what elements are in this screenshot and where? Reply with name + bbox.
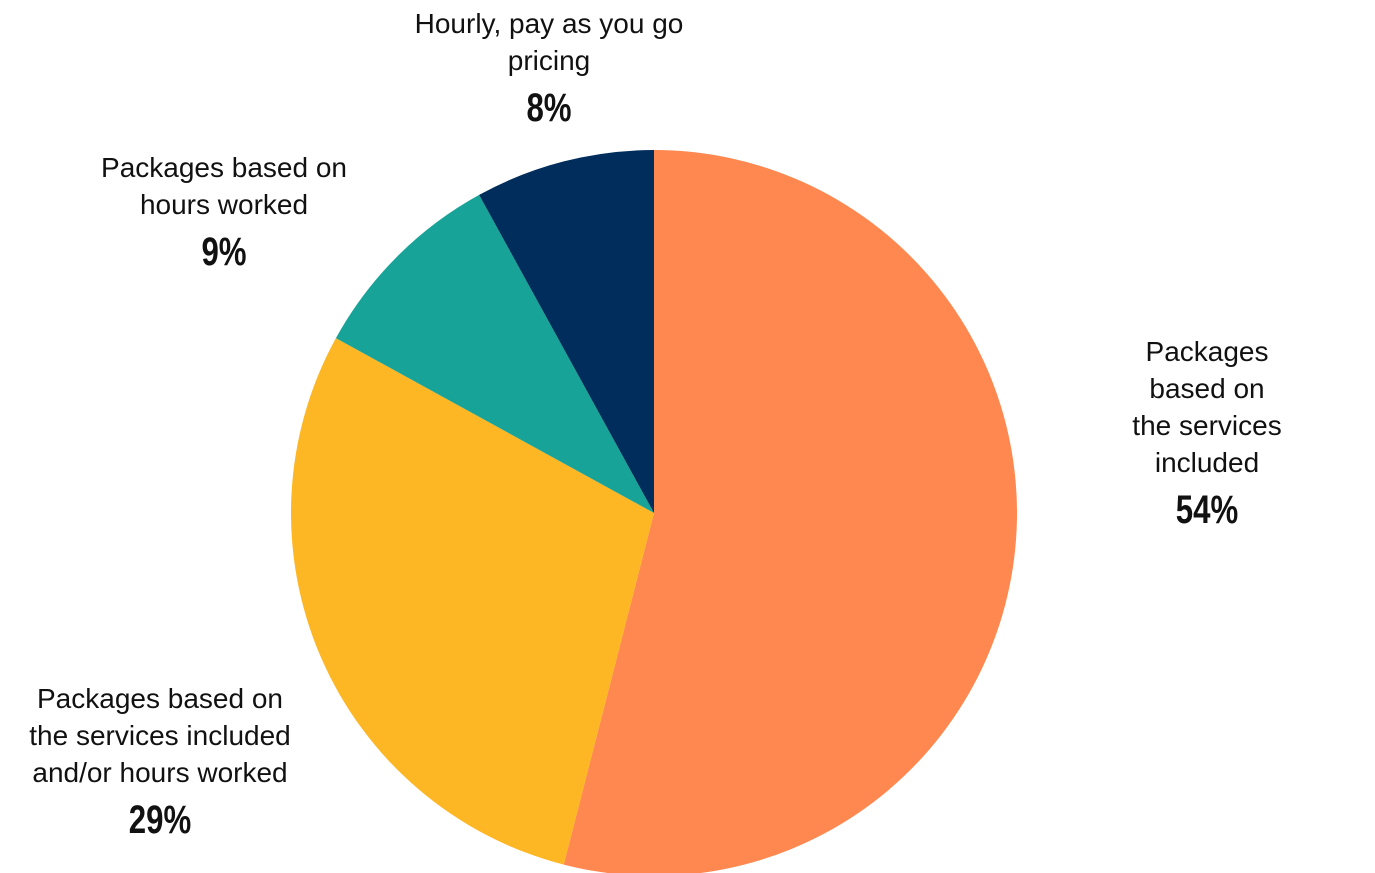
pie-slice-hourly-payg [479,150,654,513]
slice-value-label: 29% [128,797,192,842]
slice-label-text: Packages based on hours worked [101,152,347,220]
slice-value-label: 8% [526,85,572,130]
pie-slice-hours-worked [335,194,654,513]
slice-value-label: 9% [201,229,247,274]
slice-value-label: 54% [1175,487,1239,532]
slice-label-text: Packages based on the services included … [29,683,291,788]
slice-label-services-or-hours: Packages based on the services included … [29,681,290,844]
slice-label-text: Hourly, pay as you go pricing [414,8,684,76]
slice-label-services-included: Packages based on the services included … [1123,334,1291,534]
slice-label-hours-worked: Packages based on hours worked 9% [101,150,347,276]
pie-slice-services-or-hours [290,338,654,865]
slice-label-text: Packages based on the services included [1132,336,1282,478]
slice-label-hourly-payg: Hourly, pay as you go pricing 8% [415,6,684,132]
pie-slice-services-included [563,150,1017,873]
pie-slices [290,150,1017,873]
